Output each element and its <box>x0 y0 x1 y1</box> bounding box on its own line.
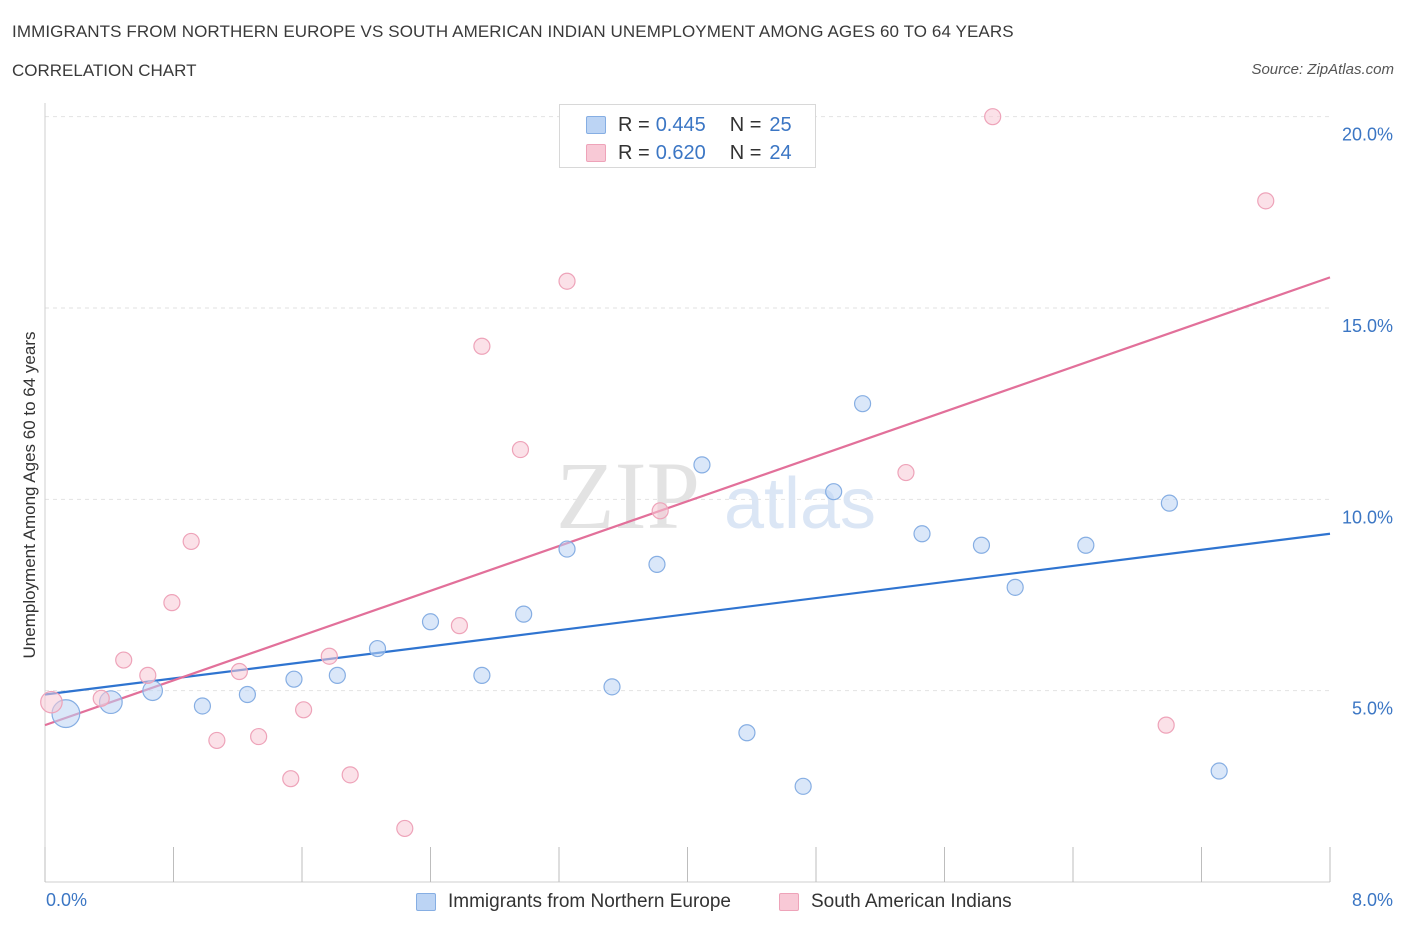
legend-n-label: N = <box>729 113 762 136</box>
y-tick-label: 15.0% <box>1342 316 1393 336</box>
series-swatch-blue <box>416 893 436 911</box>
chart-subtitle: CORRELATION CHART <box>12 61 197 80</box>
data-point-pink <box>163 594 181 612</box>
data-point-pink <box>396 819 414 838</box>
data-point-pink <box>282 770 300 788</box>
legend-r-label: R = <box>618 141 650 164</box>
y-tick-label: 5.0% <box>1352 699 1393 719</box>
data-point-blue <box>853 395 872 413</box>
trend-line-blue <box>44 532 1331 696</box>
data-point-blue <box>473 666 491 684</box>
data-point-blue <box>1077 536 1095 554</box>
data-points <box>40 108 1275 838</box>
watermark: ZIP atlas <box>556 442 876 549</box>
data-point-pink <box>40 690 63 714</box>
gridlines <box>45 116 1330 692</box>
data-point-pink <box>341 766 359 784</box>
data-point-blue <box>328 666 346 684</box>
data-point-blue <box>825 483 843 501</box>
data-point-blue <box>603 678 621 696</box>
series-legend: Immigrants from Northern Europe South Am… <box>0 888 1406 916</box>
chart-title: IMMIGRANTS FROM NORTHERN EUROPE VS SOUTH… <box>12 22 1014 41</box>
data-point-pink <box>295 701 313 719</box>
legend-r-value: 0.445 <box>655 113 706 136</box>
data-point-blue <box>1160 494 1178 512</box>
y-axis-title: Unemployment Among Ages 60 to 64 years <box>20 332 39 659</box>
series-label-pink: South American Indians <box>811 891 1012 912</box>
legend-n-label: N = <box>729 141 762 164</box>
legend-row-pink: R = 0.620 N = 24 <box>586 141 792 165</box>
data-point-blue <box>515 605 533 623</box>
data-point-pink <box>115 651 133 669</box>
data-point-blue <box>648 555 666 573</box>
series-swatch-pink <box>779 893 799 911</box>
data-point-pink <box>984 108 1002 126</box>
data-point-blue <box>285 670 303 688</box>
data-point-pink <box>208 731 226 750</box>
y-tick-label: 20.0% <box>1342 125 1393 145</box>
data-point-blue <box>794 777 812 795</box>
series-label-blue: Immigrants from Northern Europe <box>448 891 731 912</box>
legend-r-value: 0.620 <box>655 141 706 164</box>
data-point-blue <box>913 525 931 543</box>
data-point-pink <box>473 337 491 355</box>
data-point-blue <box>421 613 440 631</box>
legend-r-label: R = <box>618 113 650 136</box>
legend-n-value: 24 <box>769 141 792 164</box>
data-point-blue <box>1210 762 1228 780</box>
data-point-pink <box>511 440 530 459</box>
data-point-blue <box>1006 578 1024 596</box>
data-point-pink <box>897 463 915 482</box>
source-credit: Source: ZipAtlas.com <box>1251 61 1394 78</box>
series-legend-blue[interactable]: Immigrants from Northern Europe <box>416 888 731 916</box>
y-tick-label: 10.0% <box>1342 507 1393 527</box>
data-point-pink <box>139 666 157 684</box>
data-point-blue <box>972 536 991 554</box>
y-tick-labels: 5.0% 10.0% 15.0% 20.0% <box>1342 125 1393 719</box>
data-point-pink <box>92 689 110 707</box>
axes <box>44 103 1331 883</box>
legend-swatch-pink <box>586 144 606 162</box>
x-tick-label-min: 0.0% <box>46 890 88 910</box>
data-point-blue <box>693 456 711 474</box>
x-tick-label-max: 8.0% <box>1351 890 1393 910</box>
series-legend-pink[interactable]: South American Indians <box>779 888 1012 916</box>
legend-row-blue: R = 0.445 N = 25 <box>586 113 792 137</box>
data-point-blue <box>368 639 387 658</box>
data-point-pink <box>320 647 338 665</box>
data-point-pink <box>450 617 469 635</box>
data-point-blue <box>142 680 164 702</box>
stats-legend: R = 0.445 N = 25 R = 0.620 N = 24 <box>559 104 816 168</box>
watermark-zip: ZIP <box>556 442 700 549</box>
data-point-pink <box>1257 192 1275 210</box>
trend-lines <box>44 276 1331 727</box>
trend-line-pink <box>44 276 1331 727</box>
data-point-pink <box>230 662 248 681</box>
data-point-blue <box>193 697 212 715</box>
data-point-pink <box>182 532 200 551</box>
data-point-pink <box>558 272 576 290</box>
data-point-blue <box>558 540 576 558</box>
data-point-pink <box>1157 716 1175 734</box>
watermark-atlas: atlas <box>724 464 876 544</box>
data-point-pink <box>651 502 669 520</box>
legend-n-value: 25 <box>769 113 792 136</box>
data-point-blue <box>738 724 756 742</box>
legend-swatch-blue <box>586 116 606 134</box>
data-point-blue <box>238 685 256 704</box>
data-point-pink <box>250 727 268 746</box>
